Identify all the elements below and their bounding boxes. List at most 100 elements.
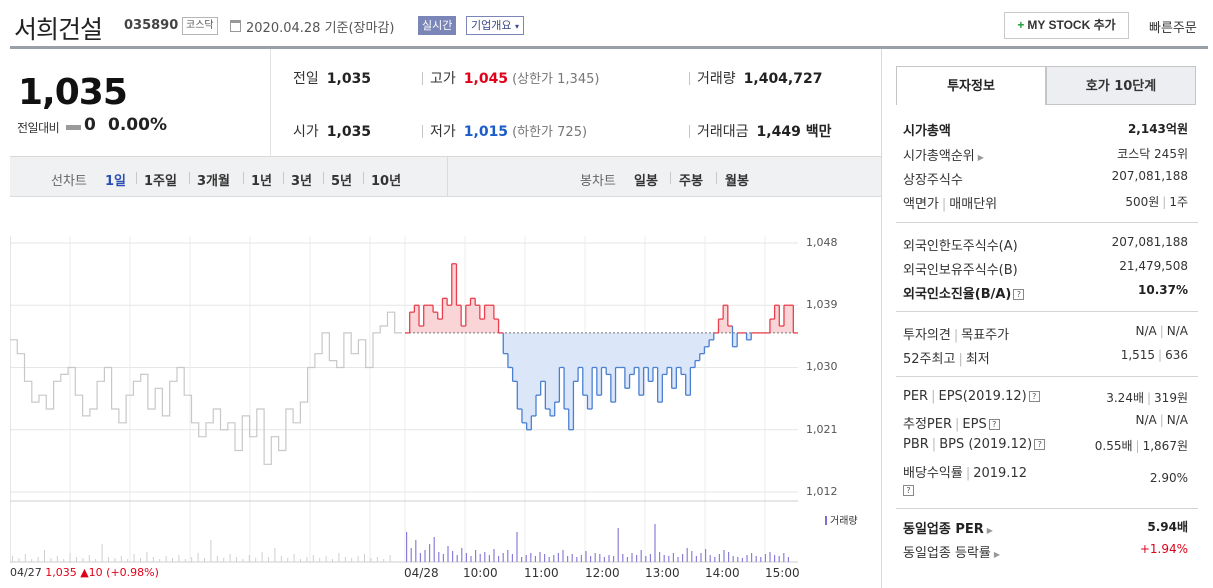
help-icon[interactable]: ? <box>1013 289 1025 300</box>
separator: | <box>958 352 963 367</box>
pbr-label: PBR <box>903 437 929 452</box>
opinion-row: 투자의견 | 목표주가 N/A | N/A <box>903 324 1188 343</box>
opinion-value: N/A <box>1135 324 1157 338</box>
above-baseline-area <box>465 305 471 333</box>
add-mystock-button[interactable]: + MY STOCK 추가 <box>1004 12 1129 39</box>
side-divider <box>896 376 1198 377</box>
volume-legend-label: 거래량 <box>830 516 858 527</box>
below-baseline-area <box>709 332 715 340</box>
volume-bar <box>351 558 353 562</box>
bps-value: 1,867원 <box>1142 439 1188 453</box>
side-divider <box>896 508 1198 509</box>
industry-change-row[interactable]: 동일업종 등락률 ▶ +1.94% <box>903 542 1188 561</box>
volume-bar <box>389 555 391 562</box>
volume-bar <box>338 553 340 562</box>
volume-bar <box>783 553 785 562</box>
volume-bar <box>261 552 263 562</box>
arrow-right-icon: ▶ <box>986 526 993 535</box>
candle-daily[interactable]: 일봉 <box>634 174 658 189</box>
volume-bar <box>419 553 421 562</box>
line-chart-label: 선차트 <box>51 174 87 189</box>
volume-bar <box>728 552 730 562</box>
unit-value: 1주 <box>1169 195 1188 209</box>
est-per-label: 추정PER <box>903 417 953 432</box>
industry-change-value: +1.94% <box>1139 542 1188 556</box>
volume-bar <box>465 553 467 562</box>
above-baseline-area <box>723 305 729 333</box>
period-1w[interactable]: 1주일 <box>144 174 177 189</box>
volume-bar <box>778 556 780 562</box>
tab-order-book[interactable]: 호가 10단계 <box>1046 66 1196 105</box>
volume-bar <box>152 557 154 562</box>
volume-bar <box>178 555 180 562</box>
period-10y[interactable]: 10년 <box>371 174 402 189</box>
volume-bar <box>108 557 109 562</box>
arrow-right-icon: ▶ <box>993 550 1001 559</box>
tab-investment-info[interactable]: 투자정보 <box>896 66 1046 105</box>
above-baseline-area <box>437 319 443 333</box>
volume-bar <box>306 557 308 562</box>
volume-bar <box>31 559 33 562</box>
target-value: N/A <box>1166 324 1188 338</box>
below-baseline-area <box>610 332 616 403</box>
below-baseline-area <box>592 332 598 368</box>
company-overview-label: 기업개요 <box>471 19 512 32</box>
help-icon[interactable]: ? <box>1028 391 1040 402</box>
range52-row: 52주최고 | 최저 1,515 | 636 <box>903 348 1188 367</box>
volume-bar <box>613 556 615 562</box>
volume-bar <box>236 557 237 562</box>
price-divider <box>270 49 271 157</box>
industry-per-row[interactable]: 동일업종 PER ▶ 5.94배 <box>903 518 1188 537</box>
volume-bar <box>668 556 670 562</box>
par-value: 500원 <box>1125 195 1160 209</box>
volume-bar <box>229 554 231 562</box>
quick-order-link[interactable]: 빠른주문 <box>1149 21 1197 36</box>
period-3m[interactable]: 3개월 <box>197 174 230 189</box>
volume-bar <box>424 550 426 562</box>
pbr-bps-value: 0.55배 | 1,867원 <box>1095 437 1188 454</box>
volume-bar <box>649 554 651 562</box>
volume-bar <box>695 556 697 562</box>
high-cell: 고가 1,045 (상한가 1,345) <box>430 68 599 88</box>
separator: | <box>1159 413 1164 427</box>
above-baseline-area <box>479 319 485 333</box>
above-baseline-area <box>419 326 425 333</box>
candle-weekly[interactable]: 주봉 <box>679 174 703 189</box>
realtime-button[interactable]: 실시간 <box>418 16 457 35</box>
below-baseline-area <box>643 332 649 368</box>
date-text: 2020.04.28 기준(장마감) <box>246 21 395 36</box>
period-5y[interactable]: 5년 <box>331 174 353 189</box>
help-icon[interactable]: ? <box>988 419 1000 430</box>
separator <box>716 172 717 184</box>
volume-bar <box>429 544 431 562</box>
below-baseline-area <box>601 332 607 368</box>
x-tick-label: 11:00 <box>524 566 559 580</box>
volume-bar <box>521 557 523 562</box>
candle-monthly[interactable]: 월봉 <box>725 174 749 189</box>
period-1d[interactable]: 1일 <box>105 174 127 189</box>
separator <box>422 72 423 85</box>
volume-bar <box>714 557 716 562</box>
help-icon[interactable]: ? <box>903 485 914 496</box>
period-3y[interactable]: 3년 <box>291 174 313 189</box>
market-cap-rank-label: 시가총액순위 <box>903 149 975 164</box>
volume-bar <box>700 553 702 562</box>
below-baseline-area <box>578 332 584 368</box>
separator <box>422 125 423 138</box>
foreign-ratio-label: 외국인소진율(B/A) <box>903 287 1012 302</box>
separator: | <box>931 437 937 452</box>
high52-label: 52주최고 <box>903 352 956 367</box>
below-baseline-area <box>545 332 551 409</box>
market-cap-rank-row[interactable]: 시가총액순위 ▶ 코스닥 245위 <box>903 145 1188 164</box>
volume-bar <box>594 553 596 562</box>
volume-bar <box>626 557 628 562</box>
company-overview-dropdown[interactable]: 기업개요 ▾ <box>466 16 524 35</box>
industry-change-label: 동일업종 등락률 <box>903 546 991 561</box>
period-1y[interactable]: 1년 <box>251 174 273 189</box>
volume-bar <box>580 555 582 562</box>
volume-bar <box>370 558 372 562</box>
help-icon[interactable]: ? <box>1034 439 1046 450</box>
volume-bar <box>746 555 748 562</box>
intraday-chart[interactable] <box>10 236 798 563</box>
y-tick-label: 1,012 <box>806 485 838 498</box>
